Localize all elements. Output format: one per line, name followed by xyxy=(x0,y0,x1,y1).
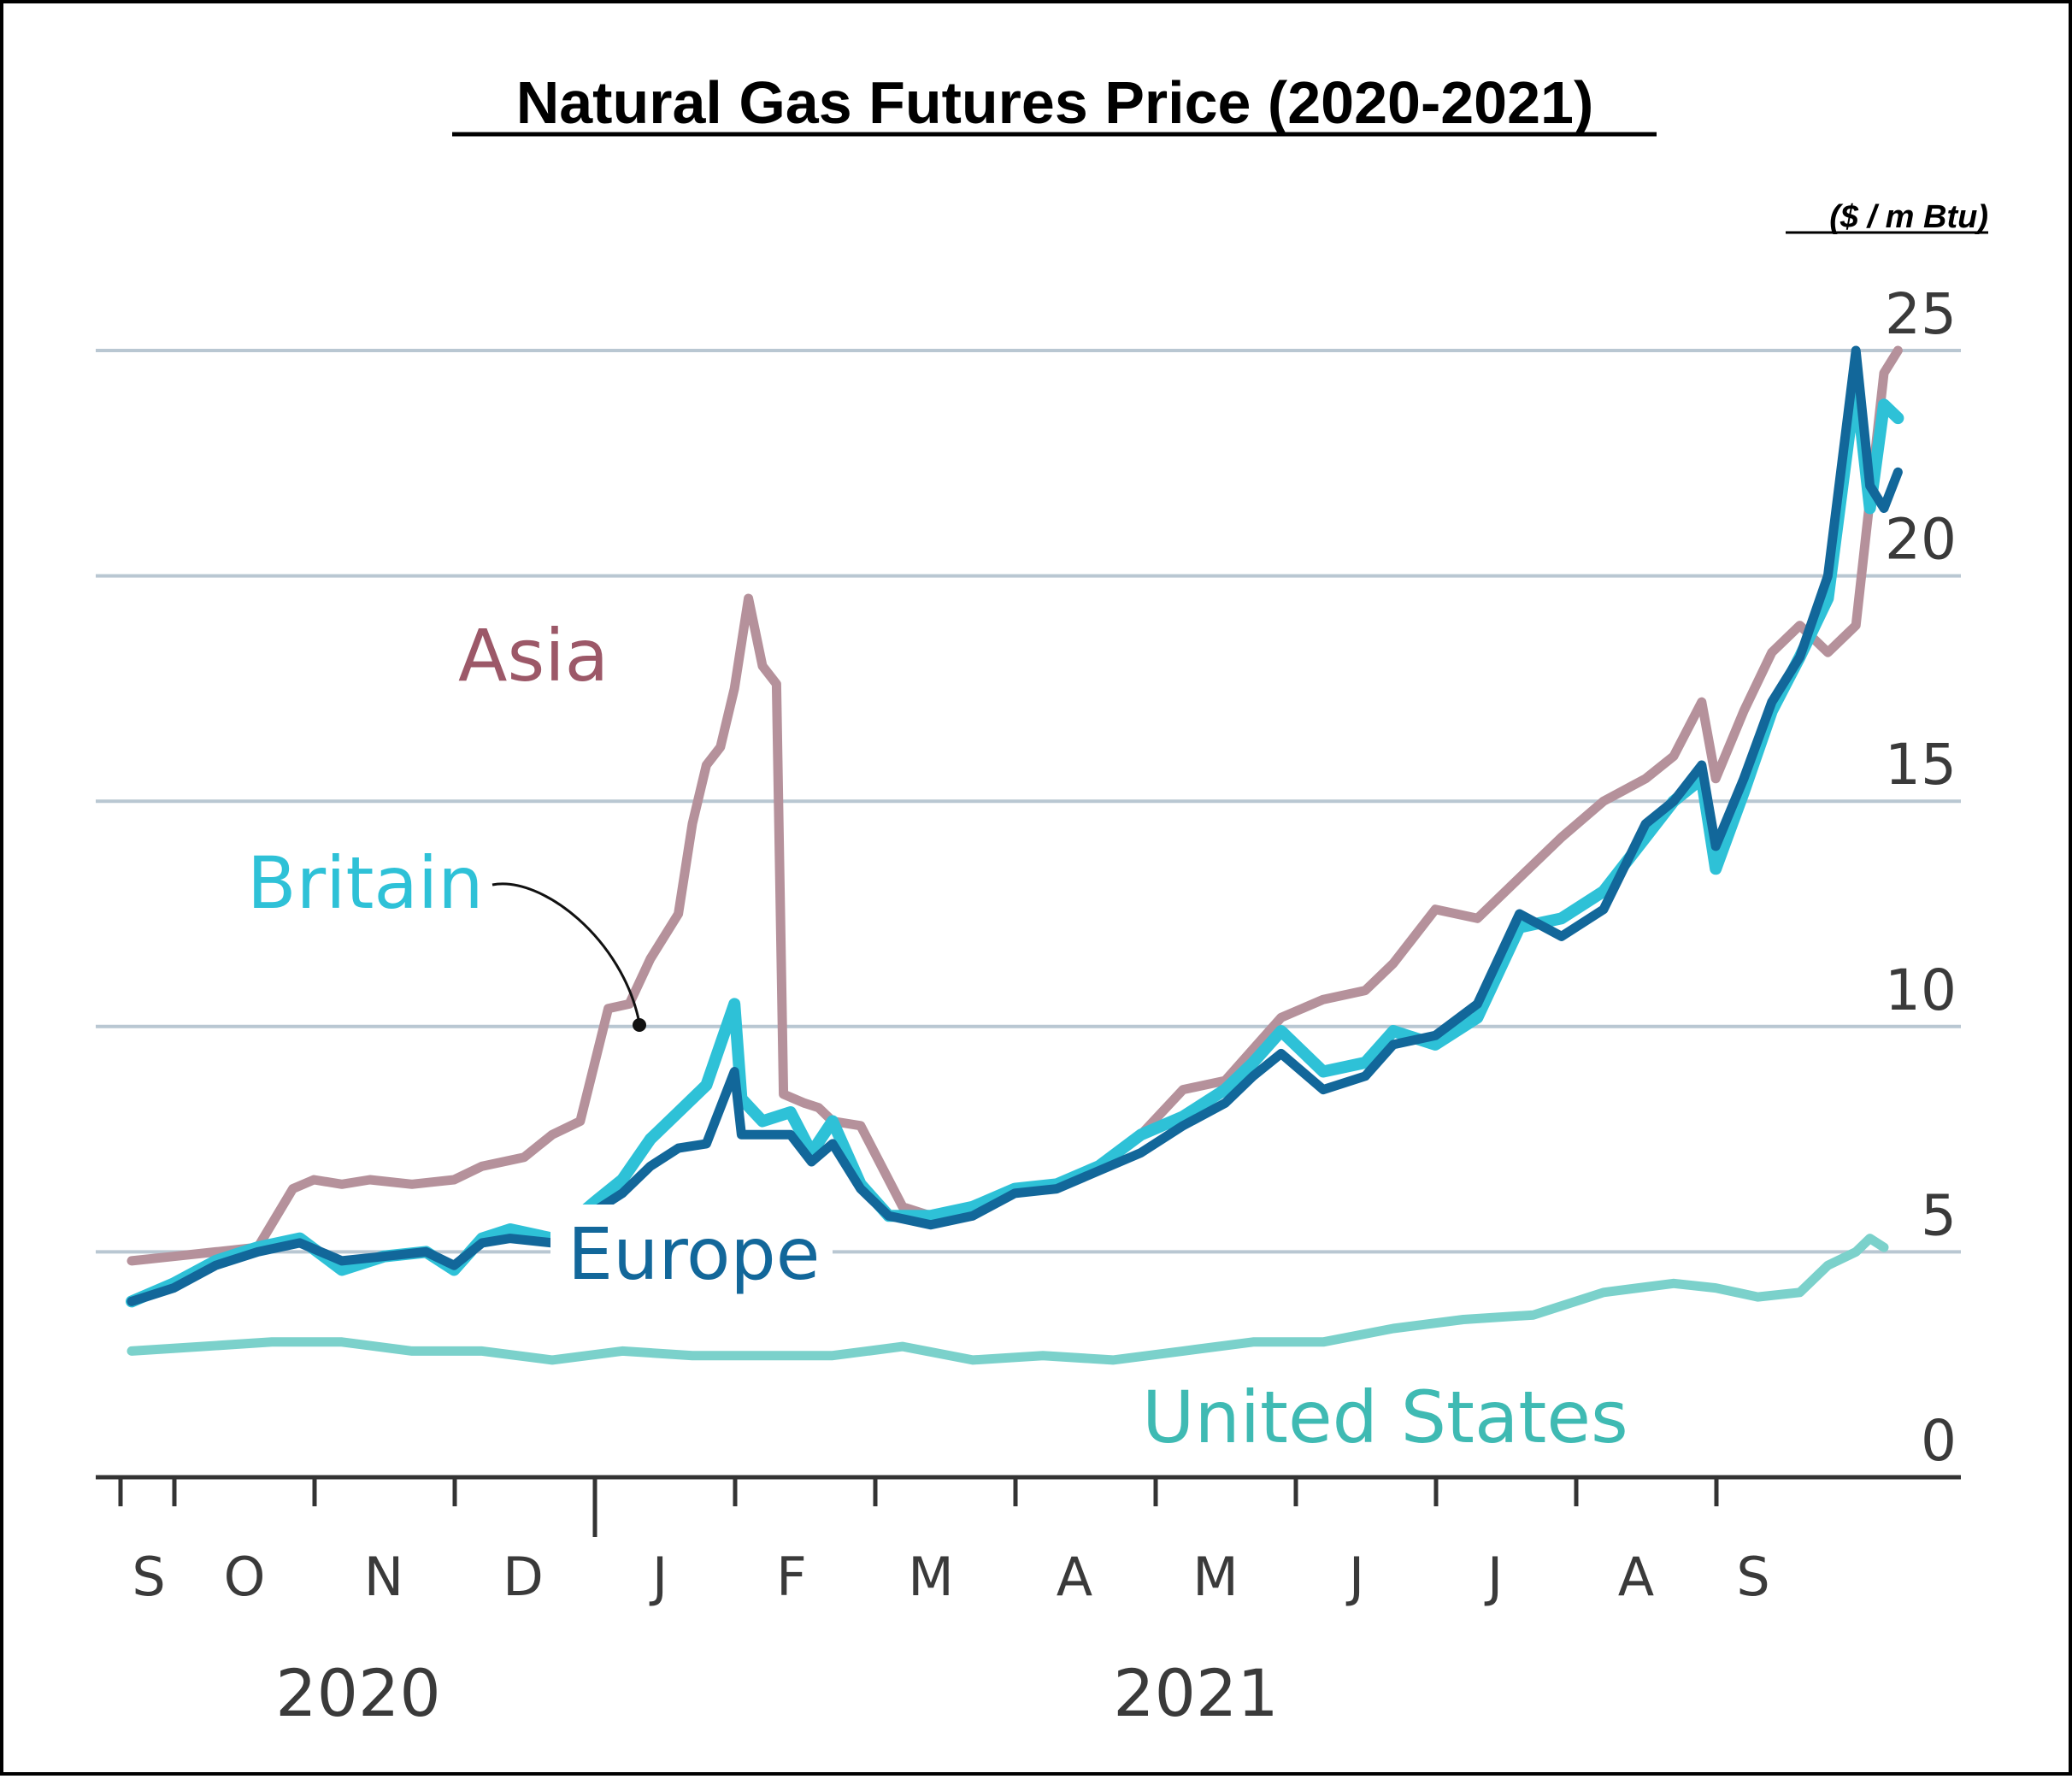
x-tick-label: S xyxy=(1736,1546,1769,1608)
x-tick-label: S xyxy=(132,1546,165,1608)
x-axis xyxy=(96,1475,1961,1537)
chart: Natural Gas Futures Price (2020-2021) ($… xyxy=(96,69,1988,1731)
series-line-united-states xyxy=(127,1234,1889,1365)
x-tick-label: J xyxy=(1345,1546,1364,1608)
x-tick-label: J xyxy=(1484,1546,1503,1608)
series-line-asia xyxy=(127,345,1903,1266)
britain-annotation-pointer xyxy=(492,882,641,1024)
y-tick-label: 5 xyxy=(1921,1182,1957,1248)
x-tick-label: A xyxy=(1618,1546,1654,1608)
x-tick-label: F xyxy=(776,1546,807,1608)
y-tick-label: 10 xyxy=(1885,957,1957,1023)
x-year-label: 2021 xyxy=(1113,1655,1278,1731)
series-label-asia: Asia xyxy=(458,614,609,698)
x-year-label: 2020 xyxy=(275,1655,440,1731)
x-tick-label: M xyxy=(908,1546,954,1608)
y-tick-label: 0 xyxy=(1921,1408,1957,1474)
britain-annotation-dot xyxy=(633,1018,646,1032)
x-tick-label: A xyxy=(1057,1546,1092,1608)
series-label-europe: Europe xyxy=(568,1212,820,1296)
europe-label-backdrop xyxy=(550,1205,833,1307)
y-axis-unit: ($ / m Btu) xyxy=(1829,199,1988,235)
series-lines xyxy=(126,345,1904,1365)
series-label-britain: Britain xyxy=(247,841,484,925)
y-tick-label: 25 xyxy=(1885,281,1957,347)
series-line-europe xyxy=(127,345,1903,1306)
y-tick-label: 20 xyxy=(1885,507,1957,573)
series-label-united-states: United States xyxy=(1142,1375,1628,1459)
x-tick-label: N xyxy=(364,1546,403,1608)
chart-title: Natural Gas Futures Price (2020-2021) xyxy=(516,69,1594,136)
x-tick-label: M xyxy=(1192,1546,1239,1608)
y-tick-labels: 0 5 10 15 20 25 xyxy=(1885,281,1957,1474)
x-tick-label: D xyxy=(503,1546,544,1608)
y-tick-label: 15 xyxy=(1885,732,1957,798)
x-year-labels: 2020 2021 xyxy=(275,1655,1278,1731)
x-tick-label: J xyxy=(649,1546,668,1608)
x-tick-label: O xyxy=(224,1546,266,1608)
